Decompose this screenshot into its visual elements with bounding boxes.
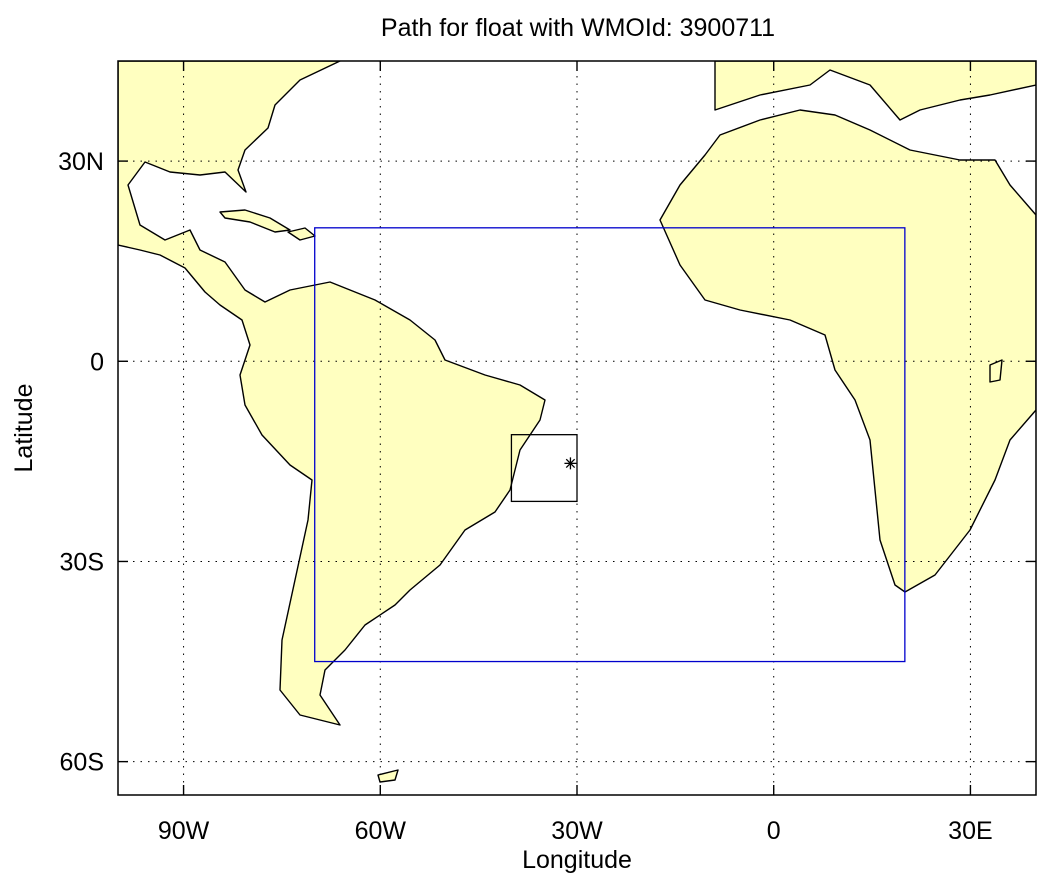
float-marker-stroke <box>565 458 576 469</box>
region-box <box>314 227 906 663</box>
americas <box>118 61 546 726</box>
x-tick-label: 90W <box>158 817 210 845</box>
y-axis-label: Latitude <box>10 384 38 473</box>
falklands <box>377 769 399 783</box>
x-tick-label: 30W <box>551 817 603 845</box>
x-tick-label: 30E <box>948 817 992 845</box>
grid <box>118 61 1036 795</box>
y-tick-label: 30S <box>60 548 104 576</box>
x-tick-label: 60W <box>355 817 407 845</box>
marks <box>314 227 906 663</box>
madagascar <box>989 359 1003 383</box>
y-tick-label: 60S <box>60 749 104 777</box>
plot-frame <box>117 60 1037 796</box>
region-box <box>510 434 578 503</box>
y-tick-label: 0 <box>90 348 104 376</box>
land <box>118 61 1036 783</box>
africa <box>659 109 1036 593</box>
x-tick-label: 0 <box>767 817 781 845</box>
cuba <box>219 209 291 233</box>
europe <box>714 61 1036 121</box>
x-axis-label: Longitude <box>522 846 632 874</box>
chart-title: Path for float with WMOId: 3900711 <box>381 14 775 42</box>
y-tick-label: 30N <box>58 148 104 176</box>
float-marker <box>564 457 577 470</box>
